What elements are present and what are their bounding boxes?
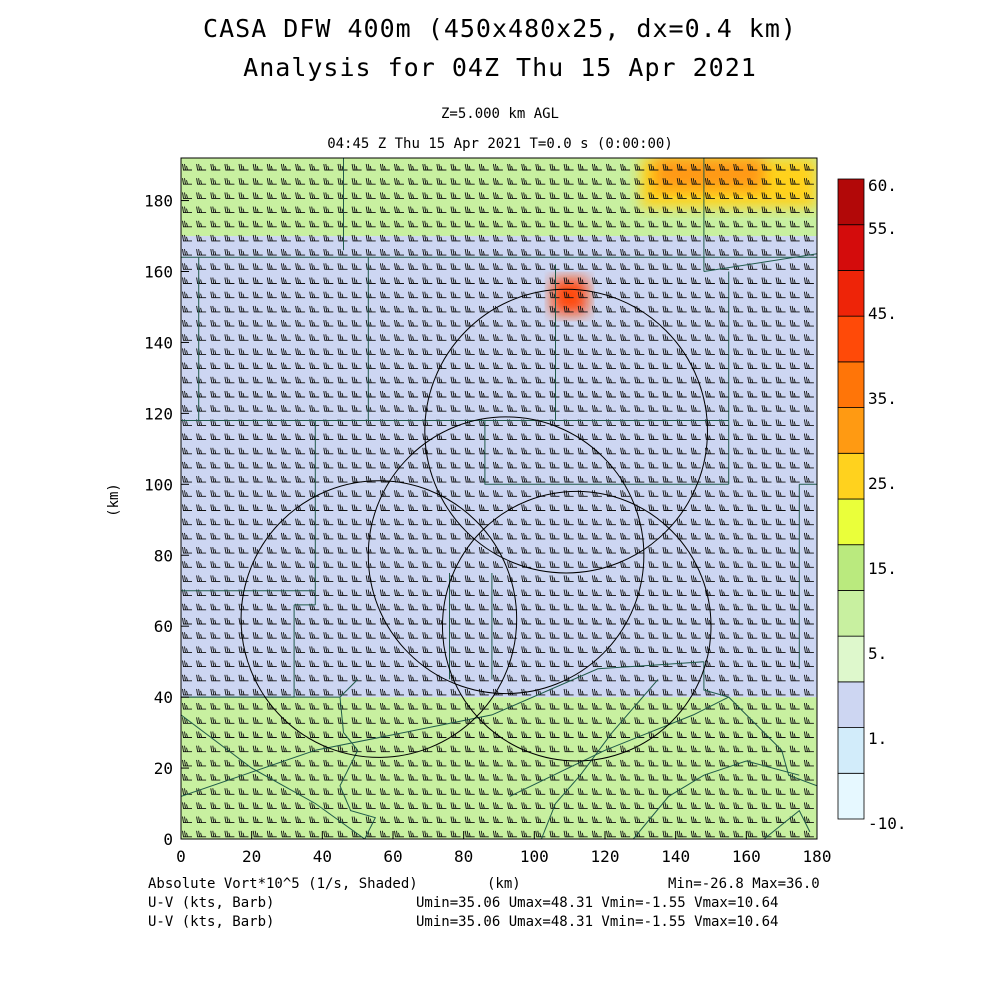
y-axis-label: (km) <box>106 483 122 517</box>
colorbar-label: 60. <box>868 176 897 195</box>
chart-title: CASA DFW 400m (450x480x25, dx=0.4 km) <box>203 14 797 43</box>
colorbar-label: 5. <box>868 644 887 663</box>
wind-label-1: U-V (kts, Barb) <box>148 895 275 911</box>
x-axis-label: (km) <box>487 876 521 892</box>
wind-label-2: U-V (kts, Barb) <box>148 914 275 930</box>
colorbar-swatch <box>837 635 865 683</box>
county-line <box>315 661 704 751</box>
county-boundaries <box>181 158 817 839</box>
x-tick-label: 80 <box>454 847 473 866</box>
colorbar-swatch <box>837 178 865 226</box>
county-line <box>181 749 316 797</box>
y-tick-label: 20 <box>154 759 173 778</box>
colorbar-swatch <box>837 224 865 271</box>
y-tick-label: 60 <box>154 617 173 636</box>
wind-stats-1: Umin=35.06 Umax=48.31 Vmin=-1.55 Vmax=10… <box>416 895 779 911</box>
colorbar-swatch <box>837 407 865 454</box>
y-tick-label: 160 <box>144 263 173 282</box>
wind-stats-2: Umin=35.06 Umax=48.31 Vmin=-1.55 Vmax=10… <box>416 914 779 930</box>
range-ring <box>367 416 645 695</box>
colorbar-swatch <box>837 315 865 363</box>
y-tick-label: 140 <box>144 333 173 352</box>
range-ring <box>441 490 712 762</box>
shaded-region <box>654 158 764 190</box>
county-line <box>703 253 817 272</box>
y-tick-label: 120 <box>144 404 173 423</box>
valid-time-label: 04:45 Z Thu 15 Apr 2021 T=0.0 s (0:00:00… <box>327 136 673 152</box>
colorbar-swatch <box>837 772 865 820</box>
x-tick-label: 140 <box>661 847 690 866</box>
colorbar-swatch <box>837 544 865 591</box>
county-line <box>703 661 817 787</box>
county-line <box>339 679 359 698</box>
x-tick-label: 0 <box>176 847 186 866</box>
range-ring <box>424 288 708 574</box>
x-tick-label: 100 <box>520 847 549 866</box>
county-line <box>181 714 365 839</box>
colorbar-label: 1. <box>868 729 887 748</box>
y-tick-label: 0 <box>163 830 173 849</box>
county-line <box>763 809 811 839</box>
vorticity-shading <box>181 158 817 839</box>
colorbar-swatch <box>837 498 865 546</box>
county-line <box>632 760 800 839</box>
county-line <box>181 696 377 839</box>
county-line <box>540 679 659 839</box>
range-ring <box>240 480 518 758</box>
x-tick-label: 180 <box>803 847 832 866</box>
field-label: Absolute Vort*10^5 (1/s, Shaded) <box>148 876 418 892</box>
colorbar-label: 15. <box>868 559 897 578</box>
colorbar-label: 35. <box>868 389 897 408</box>
x-tick-label: 160 <box>732 847 761 866</box>
colorbar-label: 55. <box>868 219 897 238</box>
x-tick-label: 60 <box>383 847 402 866</box>
county-line <box>509 696 729 797</box>
y-tick-label: 80 <box>154 546 173 565</box>
x-tick-label: 120 <box>591 847 620 866</box>
chart-subtitle: Analysis for 04Z Thu 15 Apr 2021 <box>243 53 757 82</box>
colorbar-label: 45. <box>868 304 897 323</box>
colorbar: 60. 55. 45. 35. 25. 15. 5. 1. -10. <box>837 176 907 833</box>
colorbar-swatch <box>837 452 865 500</box>
colorbar-swatch <box>837 270 865 317</box>
colorbar-swatch <box>837 590 865 637</box>
x-axis: 0 20 40 60 80 100 120 140 160 180 <box>176 831 831 866</box>
x-tick-label: 40 <box>313 847 332 866</box>
shaded-region <box>181 697 817 839</box>
shaded-region <box>552 278 588 315</box>
x-tick-label: 20 <box>242 847 261 866</box>
shaded-region <box>181 236 817 414</box>
colorbar-label: -10. <box>868 814 907 833</box>
y-tick-label: 100 <box>144 475 173 494</box>
colorbar-swatch <box>837 361 865 408</box>
colorbar-swatch <box>837 681 865 728</box>
min-max-label: Min=-26.8 Max=36.0 <box>668 876 820 892</box>
plot-frame <box>180 157 818 840</box>
level-label: Z=5.000 km AGL <box>440 106 559 122</box>
y-axis: 0 20 40 60 80 100 120 140 160 180 <box>144 192 189 849</box>
y-tick-label: 180 <box>144 192 173 211</box>
colorbar-label: 25. <box>868 474 897 493</box>
radar-range-rings <box>240 288 712 762</box>
colorbar-swatch <box>837 727 865 774</box>
county-line <box>484 420 729 485</box>
y-tick-label: 40 <box>154 688 173 707</box>
